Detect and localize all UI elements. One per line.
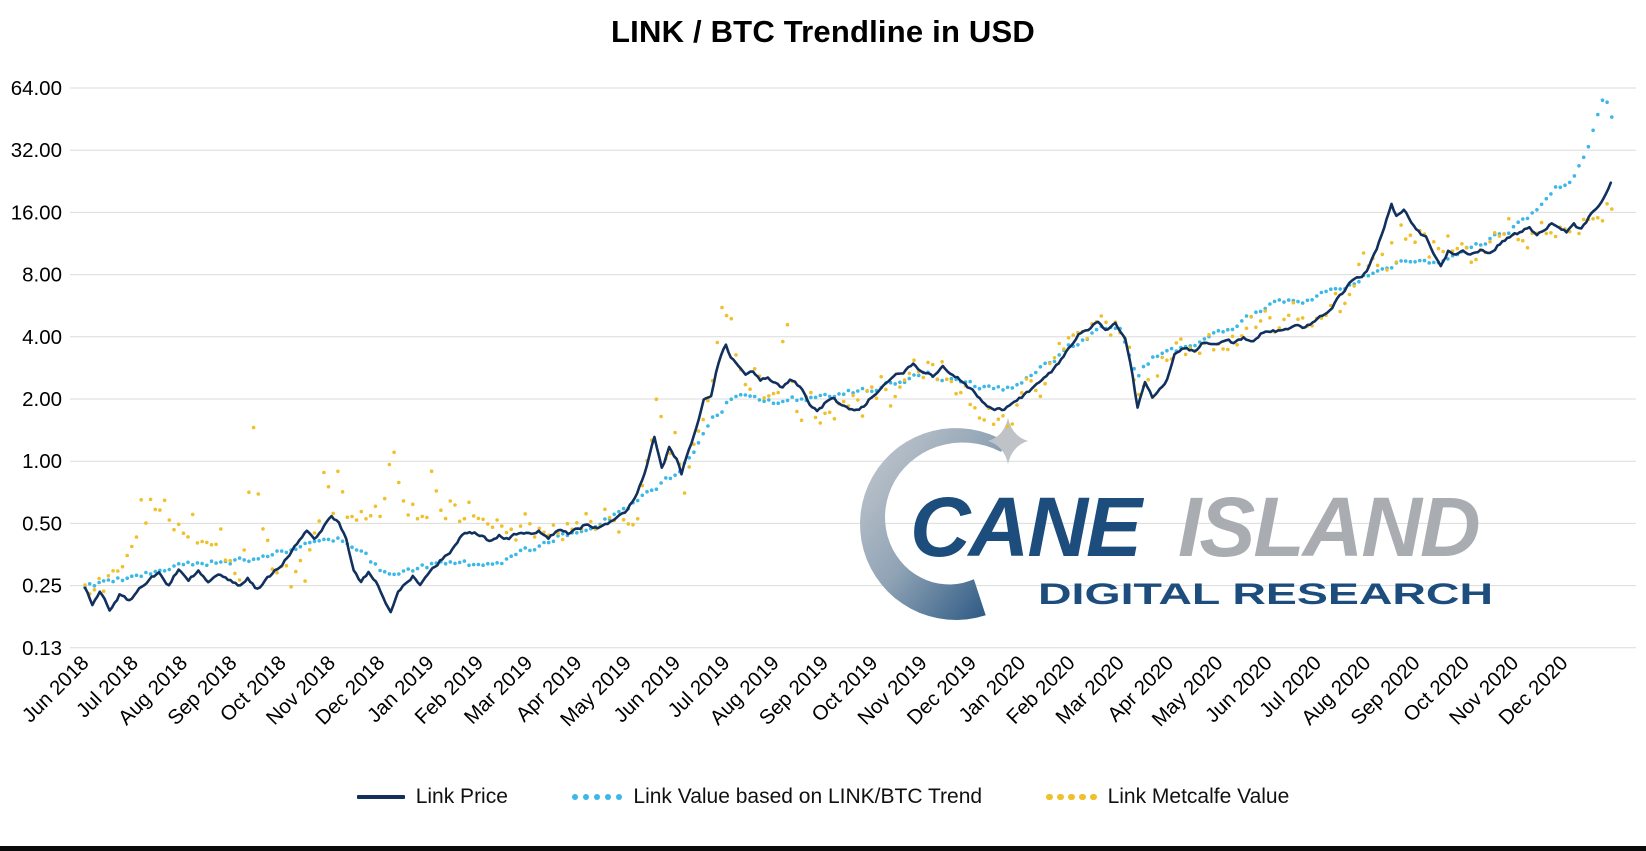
logo: CANE ISLAND DIGITAL RESEARCH: [860, 418, 1493, 620]
logo-tagline: DIGITAL RESEARCH: [1038, 578, 1493, 611]
logo-star-icon: [988, 418, 1028, 464]
y-tick-label: 4.00: [22, 326, 62, 349]
legend-label-link-btc-trend: Link Value based on LINK/BTC Trend: [633, 785, 983, 808]
logo-brand-island: ISLAND: [1178, 480, 1479, 574]
y-axis-labels: 64.00 32.00 16.00 8.00 4.00 2.00 1.00 0.50 0.25 0…: [11, 77, 62, 660]
y-tick-label: 0.13: [22, 637, 62, 660]
chart-legend: Link Price Link Value based on LINK/BTC …: [0, 785, 1646, 809]
legend-swatch-link-price: [356, 795, 405, 799]
legend-label-link-metcalfe: Link Metcalfe Value: [1107, 785, 1290, 808]
legend-item-link-btc-trend: Link Value based on LINK/BTC Trend: [571, 785, 983, 809]
chart-title: LINK / BTC Trendline in USD: [611, 14, 1035, 49]
legend-swatch-link-metcalfe: [1046, 793, 1097, 801]
y-tick-label: 8.00: [22, 264, 62, 287]
gridlines: [70, 87, 1636, 649]
y-tick-label: 1.00: [22, 450, 62, 473]
y-tick-label: 0.50: [22, 512, 62, 535]
logo-brand-cane: CANE: [910, 480, 1145, 574]
y-tick-label: 64.00: [11, 77, 62, 100]
logo-swoosh-icon: [860, 428, 1007, 620]
series-link-price: [83, 181, 1613, 614]
legend-swatch-link-btc-trend: [571, 793, 623, 801]
y-tick-label: 32.00: [11, 139, 62, 162]
y-tick-label: 16.00: [11, 201, 62, 224]
bottom-border: [0, 846, 1646, 851]
legend-label-link-price: Link Price: [415, 785, 508, 808]
legend-item-link-price: Link Price: [356, 785, 508, 809]
y-tick-label: 0.25: [22, 575, 62, 598]
y-tick-label: 2.00: [22, 388, 62, 411]
legend-item-link-metcalfe: Link Metcalfe Value: [1046, 785, 1289, 809]
